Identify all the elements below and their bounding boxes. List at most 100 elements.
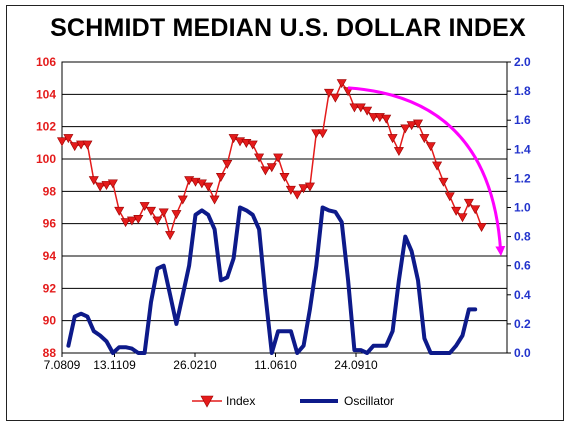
index-point: [215, 172, 226, 182]
index-point: [412, 119, 424, 129]
index-point: [76, 140, 87, 150]
left-tick-label: 102: [36, 120, 56, 134]
legend: Index Oscillator: [192, 394, 394, 408]
right-tick-label: 1.8: [514, 84, 531, 98]
left-tick-label: 98: [43, 184, 57, 198]
index-point: [120, 218, 131, 228]
left-tick-label: 88: [43, 346, 57, 360]
right-tick-label: 1.2: [514, 171, 531, 185]
index-point: [222, 160, 233, 169]
index-point: [292, 190, 303, 200]
gridlines: [62, 61, 507, 354]
index-series: [56, 79, 487, 241]
index-point: [273, 153, 284, 163]
index-point: [387, 134, 398, 144]
trend-annotation: [347, 86, 506, 257]
right-tick-label: 1.4: [514, 142, 531, 156]
oscillator-line: [66, 205, 478, 355]
index-point: [362, 106, 373, 116]
left-tick-label: 104: [36, 87, 56, 101]
left-tick-label: 106: [36, 55, 56, 69]
index-point: [133, 215, 144, 224]
left-tick-label: 92: [43, 281, 57, 295]
index-point: [457, 213, 468, 223]
x-tick-label: 11.0610: [254, 358, 297, 372]
index-point: [107, 179, 118, 189]
index-point: [304, 182, 315, 192]
legend-oscillator-label: Oscillator: [344, 394, 394, 408]
trend-arrow: [347, 86, 506, 257]
x-axis-ticks: 7.0809 13.1109 26.0210 11.0610 24.0910: [44, 353, 378, 372]
right-tick-label: 0.0: [514, 346, 531, 360]
right-tick-label: 1.6: [514, 113, 531, 127]
index-point: [165, 231, 176, 241]
right-tick-label: 0.4: [514, 288, 531, 302]
index-point: [438, 177, 449, 187]
chart-title: SCHMIDT MEDIAN U.S. DOLLAR INDEX: [50, 14, 526, 42]
index-point: [451, 206, 462, 216]
index-point: [126, 216, 137, 226]
index-point: [400, 124, 411, 134]
index-point: [285, 185, 296, 195]
index-point: [56, 137, 68, 147]
index-point: [279, 172, 290, 182]
right-tick-label: 0.6: [514, 259, 531, 273]
x-tick-label: 7.0809: [44, 358, 81, 372]
index-point: [177, 195, 188, 205]
right-tick-label: 0.2: [514, 317, 531, 331]
x-tick-label: 13.1109: [93, 358, 136, 372]
index-point: [470, 205, 481, 215]
index-point: [266, 163, 277, 173]
oscillator-series: [66, 205, 478, 355]
index-point: [381, 114, 392, 124]
index-point: [476, 223, 487, 233]
index-point: [425, 142, 436, 152]
right-tick-label: 0.8: [514, 230, 531, 244]
index-point: [203, 182, 214, 192]
index-point: [419, 134, 430, 144]
index-point: [158, 208, 169, 218]
legend-index-marker: [200, 395, 214, 408]
index-point: [317, 129, 328, 139]
index-point: [336, 79, 347, 89]
index-point: [311, 129, 322, 139]
x-tick-label: 26.0210: [173, 358, 217, 372]
index-point: [330, 93, 341, 103]
index-point: [69, 142, 80, 152]
right-tick-label: 2.0: [514, 55, 531, 69]
index-point: [432, 161, 443, 171]
left-tick-label: 96: [43, 217, 57, 231]
index-point: [101, 181, 112, 190]
index-point: [254, 153, 265, 163]
index-point: [209, 195, 220, 205]
index-point: [88, 176, 99, 186]
index-point: [444, 192, 455, 202]
index-point: [349, 103, 360, 113]
index-point: [152, 216, 163, 226]
index-point: [63, 134, 74, 144]
x-tick-label: 24.0910: [334, 358, 378, 372]
index-point: [114, 206, 125, 216]
index-point: [95, 182, 106, 192]
left-tick-label: 90: [43, 314, 57, 328]
index-point: [260, 166, 271, 176]
index-point: [368, 113, 379, 123]
index-point: [139, 202, 150, 211]
legend-index-label: Index: [226, 394, 255, 408]
right-tick-label: 1.0: [514, 201, 531, 215]
left-tick-label: 94: [43, 249, 57, 263]
left-tick-label: 100: [36, 152, 56, 166]
left-axis-ticks: 88 90 92 94 96 98 100 102 104 106: [36, 55, 56, 360]
right-axis-ticks: 0.0 0.2 0.4 0.6 0.8 1.0 1.2 1.4 1.6 1.8 2.0: [507, 55, 531, 360]
index-point: [171, 210, 182, 220]
index-point: [247, 140, 258, 150]
index-point: [145, 206, 157, 216]
chart-frame: [6, 5, 564, 421]
index-point: [298, 184, 309, 194]
index-point: [82, 140, 93, 150]
index-point: [463, 198, 474, 208]
index-point: [323, 88, 335, 98]
index-point: [393, 147, 404, 157]
index-point: [343, 87, 354, 97]
